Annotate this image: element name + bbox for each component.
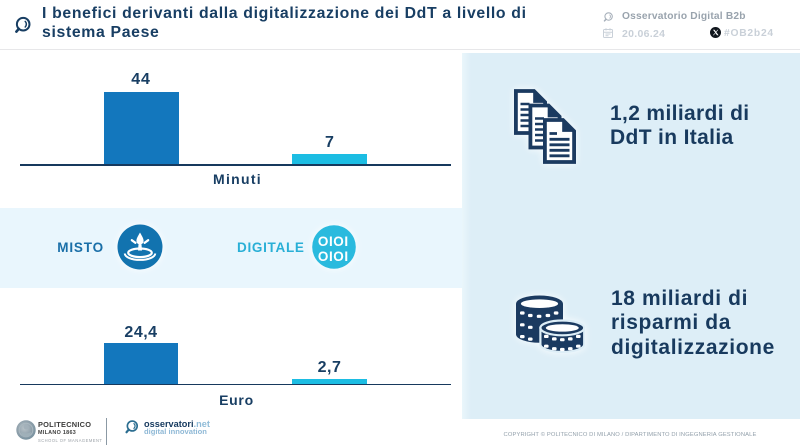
svg-text:OIOI: OIOI xyxy=(318,249,349,264)
svg-text:OIOI: OIOI xyxy=(318,234,349,249)
